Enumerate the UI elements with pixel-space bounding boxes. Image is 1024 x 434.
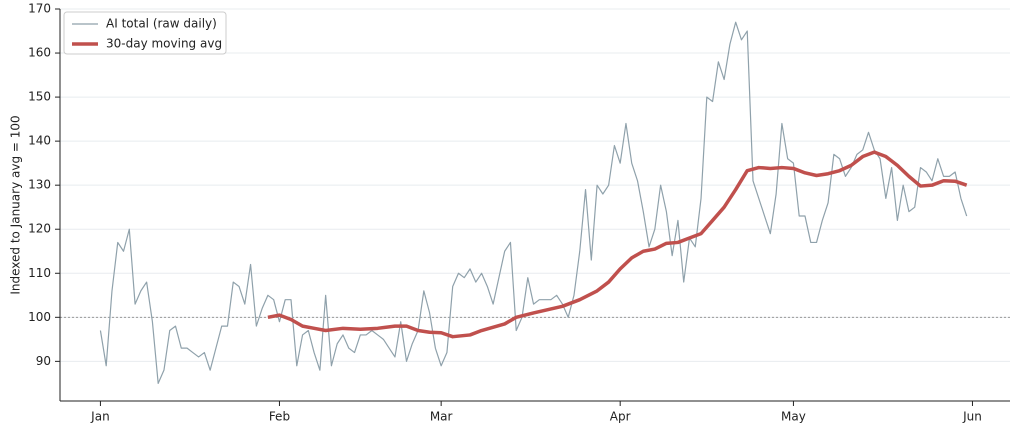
y-tick-label: 90 [36, 354, 51, 368]
y-tick-label: 100 [28, 310, 51, 324]
x-tick-label: Jan [90, 410, 110, 424]
legend-box [63, 11, 227, 55]
x-tick-label: Jun [962, 410, 982, 424]
y-axis-label: Indexed to January avg = 100 [9, 115, 23, 294]
y-tick-label: 120 [28, 222, 51, 236]
x-tick-label: Feb [269, 410, 290, 424]
x-tick-label: May [781, 410, 806, 424]
x-tick-label: Apr [610, 410, 631, 424]
y-tick-label: 140 [28, 134, 51, 148]
y-tick-label: 150 [28, 90, 51, 104]
legend-label: AI total (raw daily) [106, 17, 217, 31]
y-tick-label: 170 [28, 2, 51, 16]
legend-label: 30-day moving avg [106, 37, 222, 51]
series-line [99, 21, 968, 384]
y-tick-label: 160 [28, 46, 51, 60]
y-tick-label: 110 [28, 266, 51, 280]
y-tick-label: 130 [28, 178, 51, 192]
x-tick-label: Mar [430, 410, 453, 424]
legend: AI total (raw daily) 30-day moving avg [63, 11, 227, 55]
series-line [267, 150, 968, 339]
